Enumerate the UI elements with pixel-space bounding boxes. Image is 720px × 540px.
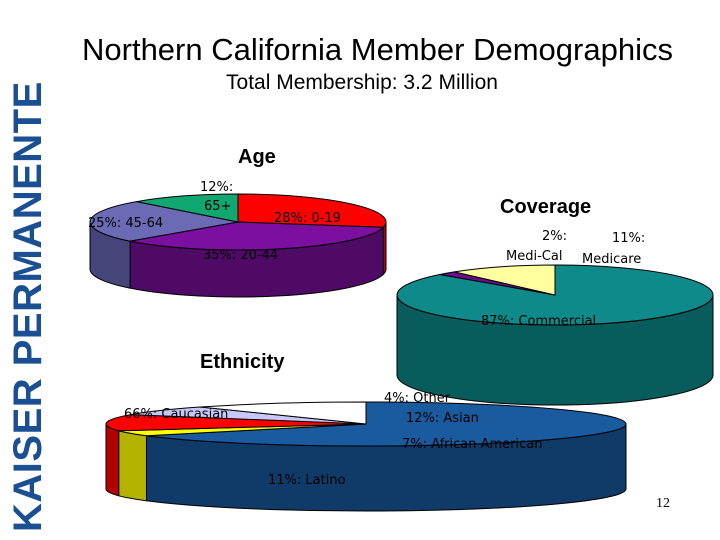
page-subtitle: Total Membership: 3.2 Million	[226, 71, 498, 94]
pie-label-25-45-64: 25%: 45-64	[88, 216, 163, 231]
pie-label-12-65: 65+	[204, 199, 231, 214]
pie-label-4-other: 4%: Other	[384, 391, 451, 406]
pie-label-11-medicare: 11%:	[612, 231, 645, 246]
pie-slice-11-medicare	[454, 264, 556, 296]
pie-label-66-caucasian: 66%: Caucasian	[124, 407, 228, 422]
pie-label-12-asian: 12%: Asian	[406, 411, 479, 426]
pie-slice-12-65	[136, 193, 239, 223]
pie-slice-28-0-19	[237, 193, 387, 228]
pie-label-11-medicare: Medicare	[582, 252, 641, 267]
pie-label-2-medi-cal: 2%:	[542, 229, 567, 244]
ethnicity-pie-chart: Ethnicity 66%: Caucasian 4%: Other 12%: Asi…	[105, 351, 627, 512]
pie-side-4-other	[118, 430, 147, 502]
coverage-chart-title: Coverage	[500, 196, 591, 218]
ethnicity-chart-title: Ethnicity	[200, 351, 285, 373]
pie-label-12-65: 12%:	[200, 180, 233, 195]
pie-slice-11-latino	[200, 401, 367, 425]
pie-label-7-african-american: 7%: African American	[402, 437, 542, 452]
page-title: Northern California Member Demographics	[82, 32, 673, 67]
age-chart-title: Age	[238, 146, 276, 168]
pie-slice-35-20-44	[130, 221, 385, 251]
pie-slice-7-african-american	[130, 406, 367, 425]
page-number: 12	[656, 496, 670, 511]
ethnicity-pie-sides	[105, 423, 627, 512]
pie-label-35-20-44: 35%: 20-44	[203, 248, 278, 263]
age-pie-chart: Age 28%: 0-19 35%: 20-44 25%: 45-64 12%: 65+	[88, 146, 387, 298]
pie-slice-12-asian	[105, 414, 367, 432]
pie-label-11-latino: 11%: Latino	[268, 473, 346, 488]
pie-label-2-medi-cal: Medi-Cal	[506, 249, 562, 264]
pie-slice-25-45-64	[89, 201, 239, 242]
pie-label-28-0-19: 28%: 0-19	[274, 211, 341, 226]
pie-slice-66-caucasian	[146, 401, 627, 447]
coverage-pie-chart: Coverage 87%: Commercial 2%: Medi-Cal 11%: Me…	[396, 196, 714, 406]
pie-side-12-asian	[105, 423, 120, 497]
pie-label-87-commercial: 87%: Commercial	[481, 314, 596, 329]
